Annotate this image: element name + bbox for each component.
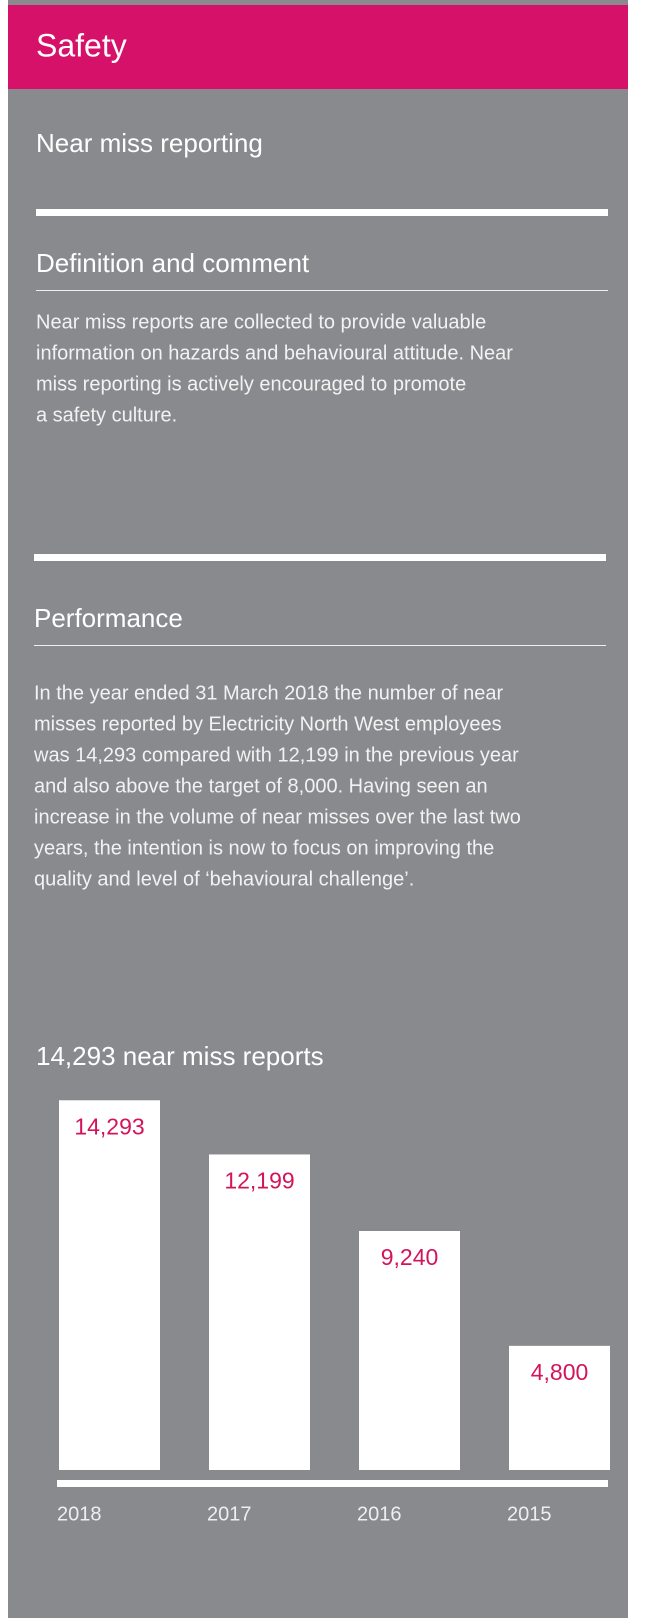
value-label: 4,800 <box>531 1359 589 1385</box>
x-tick-label: 2018 <box>57 1503 102 1525</box>
header-title: Safety <box>36 27 127 63</box>
paragraph-line: Near miss reports are collected to provi… <box>36 311 486 333</box>
paragraph-line: misses reported by Electricity North Wes… <box>34 713 502 735</box>
value-label: 14,293 <box>74 1113 144 1139</box>
bar <box>209 1154 310 1470</box>
section-heading: Performance <box>34 603 183 633</box>
paragraph-line: a safety culture. <box>36 404 177 426</box>
divider <box>36 209 608 216</box>
rule <box>34 645 606 646</box>
baseline <box>57 1480 608 1487</box>
paragraph-line: and also above the target of 8,000. Havi… <box>34 775 488 797</box>
x-tick-label: 2016 <box>357 1503 402 1525</box>
value-label: 9,240 <box>381 1244 439 1270</box>
paragraph-line: years, the intention is now to focus on … <box>34 837 494 859</box>
paragraph-line: was 14,293 compared with 12,199 in the p… <box>33 744 519 766</box>
paragraph-line: In the year ended 31 March 2018 the numb… <box>34 682 504 704</box>
divider <box>34 554 606 561</box>
rule <box>36 290 608 291</box>
paragraph-line: quality and level of ‘behavioural challe… <box>34 868 414 890</box>
value-label: 12,199 <box>224 1168 294 1194</box>
paragraph-line: miss reporting is actively encouraged to… <box>36 373 466 395</box>
subtitle: Near miss reporting <box>36 128 263 158</box>
bar <box>59 1100 160 1470</box>
chart-title: 14,293 near miss reports <box>36 1041 324 1071</box>
bar <box>359 1230 460 1470</box>
bar <box>509 1345 610 1470</box>
paragraph-line: increase in the volume of near misses ov… <box>34 806 521 828</box>
paragraph-line: information on hazards and behavioural a… <box>36 342 513 364</box>
header-bar <box>8 5 628 89</box>
x-tick-label: 2017 <box>207 1503 252 1525</box>
section-heading: Definition and comment <box>36 248 310 278</box>
x-tick-label: 2015 <box>507 1503 552 1525</box>
